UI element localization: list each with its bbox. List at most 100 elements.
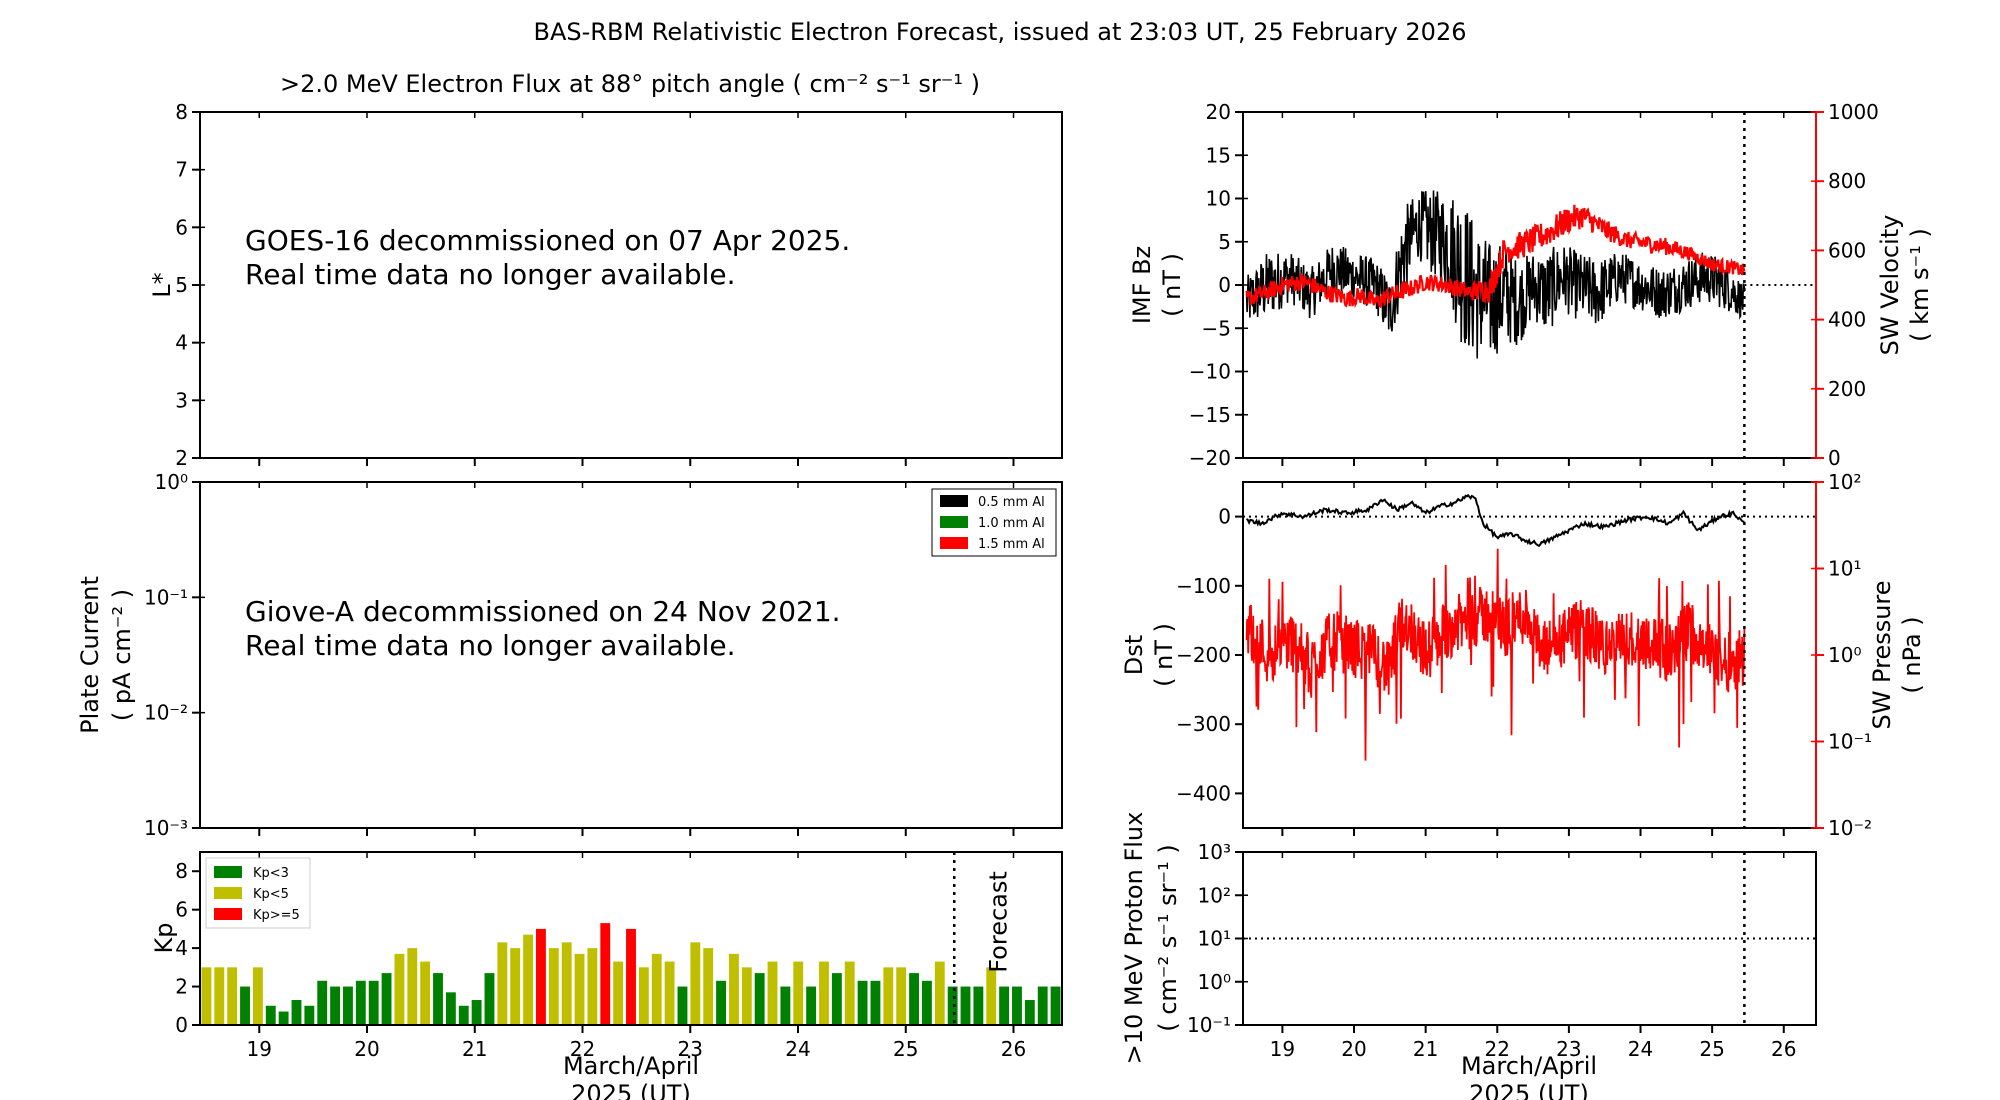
kp-bar xyxy=(973,986,984,1025)
sw-velocity-label: SW Velocity xyxy=(1876,215,1904,356)
kp-bar xyxy=(510,948,521,1025)
kp-legend-swatch-low xyxy=(214,866,242,878)
imf-y-tick-label: 5 xyxy=(1218,230,1231,254)
plate-current-y-tick-label: 10⁻³ xyxy=(144,816,188,840)
kp-bar xyxy=(343,986,353,1025)
kp-bar xyxy=(677,986,688,1025)
plate-current-y-label: Plate Current xyxy=(76,576,104,734)
kp-bar xyxy=(561,942,572,1025)
kp-y-tick-label: 8 xyxy=(175,859,188,883)
imf-y-tick-label: −15 xyxy=(1189,403,1231,427)
imf-y-axis: −20 −15 −10 −5 0 5 10 15 20 xyxy=(1189,100,1248,470)
kp-bar xyxy=(1037,986,1048,1025)
kp-bar xyxy=(240,986,250,1025)
kp-bar xyxy=(780,986,791,1025)
kp-bar xyxy=(754,973,765,1025)
dst-line xyxy=(1245,493,1745,548)
proton-x-label-1: March/April xyxy=(1461,1052,1597,1080)
sw-pressure-y-tick-label: 10⁻² xyxy=(1828,816,1872,840)
proton-y-tick-label: 10³ xyxy=(1198,840,1231,864)
proton-flux-panel: 10⁻¹ 10⁰ 10¹ 10² 10³ 19 20 21 22 23 24 25 26 >10 Me… xyxy=(1120,812,1817,1100)
kp-x-tick-label: 21 xyxy=(462,1037,487,1061)
kp-bar xyxy=(613,961,624,1025)
kp-bar xyxy=(1012,986,1022,1025)
kp-legend-label-high: Kp>=5 xyxy=(253,908,300,923)
legend-swatch-1-5mm xyxy=(940,537,968,549)
kp-bar xyxy=(819,961,829,1025)
kp-bar xyxy=(716,980,726,1025)
proton-y-axis: 10⁻¹ 10⁰ 10¹ 10² 10³ xyxy=(1187,840,1248,1037)
kp-bar xyxy=(947,986,958,1025)
electron-flux-y-tick-label: 6 xyxy=(175,215,188,239)
legend-label-1-0mm: 1.0 mm Al xyxy=(978,516,1045,531)
proton-y-tick-label: 10¹ xyxy=(1198,927,1231,951)
imf-y-tick-label: 0 xyxy=(1218,273,1231,297)
kp-bar xyxy=(227,967,238,1025)
proton-x-tick-label: 21 xyxy=(1413,1037,1438,1061)
kp-y-label: Kp xyxy=(150,923,178,954)
kp-x-axis: 19 20 21 22 23 24 25 26 xyxy=(247,852,1026,1061)
kp-bar xyxy=(317,980,328,1025)
kp-bar xyxy=(626,928,636,1025)
kp-y-tick-label: 4 xyxy=(175,936,188,960)
imf-x-ticks xyxy=(1281,112,1785,466)
imf-sw-panel: −20 −15 −10 −5 0 5 10 15 20 0 200 400 600 800 1000 IM… xyxy=(1128,100,1934,470)
dst-y-tick-label: −200 xyxy=(1176,643,1231,667)
electron-flux-y-tick-label: 7 xyxy=(175,158,188,182)
electron-flux-y-tick-label: 8 xyxy=(175,100,188,124)
sw-pressure-line xyxy=(1245,548,1746,761)
kp-bar xyxy=(445,992,456,1025)
plate-current-y-tick-label: 10⁻² xyxy=(144,701,188,725)
sw-velocity-y-tick-label: 0 xyxy=(1828,446,1841,470)
dst-x-ticks xyxy=(1281,482,1785,836)
kp-bar xyxy=(471,1000,482,1025)
kp-bar xyxy=(330,986,341,1025)
dst-y-tick-label: −100 xyxy=(1176,574,1231,598)
kp-bar xyxy=(728,953,739,1025)
electron-flux-title: >2.0 MeV Electron Flux at 88° pitch angl… xyxy=(280,70,980,98)
imf-bz-line xyxy=(1245,190,1746,359)
kp-bar xyxy=(484,973,495,1025)
goes-notice-line-2: Real time data no longer available. xyxy=(245,258,736,291)
plate-current-y-axis: 10⁻³ 10⁻² 10⁻¹ 10⁰ xyxy=(144,470,1015,840)
kp-x-tick-label: 20 xyxy=(354,1037,379,1061)
kp-bar xyxy=(587,948,598,1025)
sw-velocity-y-axis: 0 200 400 600 800 1000 xyxy=(1811,100,1879,470)
kp-bar xyxy=(806,986,817,1025)
kp-bar xyxy=(536,928,546,1025)
dst-pressure-lines xyxy=(1245,493,1746,761)
kp-bar xyxy=(355,980,366,1025)
proton-x-label-2: 2025 (UT) xyxy=(1469,1080,1589,1100)
electron-flux-panel: >2.0 MeV Electron Flux at 88° pitch angl… xyxy=(148,70,1063,470)
kp-bar xyxy=(368,980,379,1025)
kp-bar xyxy=(831,973,842,1025)
electron-flux-y-tick-label: 4 xyxy=(175,331,188,355)
electron-flux-y-tick-label: 5 xyxy=(175,273,188,297)
kp-frame xyxy=(199,851,1063,1026)
proton-x-tick-label: 19 xyxy=(1270,1037,1295,1061)
kp-bar xyxy=(458,1005,469,1025)
kp-bar xyxy=(420,961,431,1025)
proton-x-tick-label: 25 xyxy=(1699,1037,1724,1061)
kp-x-tick-label: 22 xyxy=(570,1037,595,1061)
kp-bar xyxy=(909,973,919,1025)
figure-title: BAS-RBM Relativistic Electron Forecast, … xyxy=(534,18,1467,46)
goes-notice-line-1: GOES-16 decommissioned on 07 Apr 2025. xyxy=(245,224,850,257)
imf-y-label: IMF Bz xyxy=(1128,246,1156,324)
kp-bar xyxy=(433,973,443,1025)
dst-y-tick-label: 0 xyxy=(1218,505,1231,529)
kp-bar xyxy=(574,953,585,1025)
electron-flux-y-axis: 2 3 4 5 6 7 8 xyxy=(175,100,1015,470)
kp-bar xyxy=(870,980,881,1025)
kp-bars xyxy=(201,923,1061,1025)
kp-bar xyxy=(767,961,778,1025)
kp-bar xyxy=(857,980,868,1025)
imf-sw-lines xyxy=(1245,190,1746,359)
kp-bar xyxy=(1024,1000,1035,1025)
sw-pressure-y-tick-label: 10² xyxy=(1828,470,1861,494)
kp-bar xyxy=(291,1000,302,1025)
sw-velocity-y-tick-label: 200 xyxy=(1828,377,1866,401)
proton-x-tick-label: 23 xyxy=(1556,1037,1581,1061)
proton-y-label: >10 MeV Proton Flux xyxy=(1120,812,1148,1065)
